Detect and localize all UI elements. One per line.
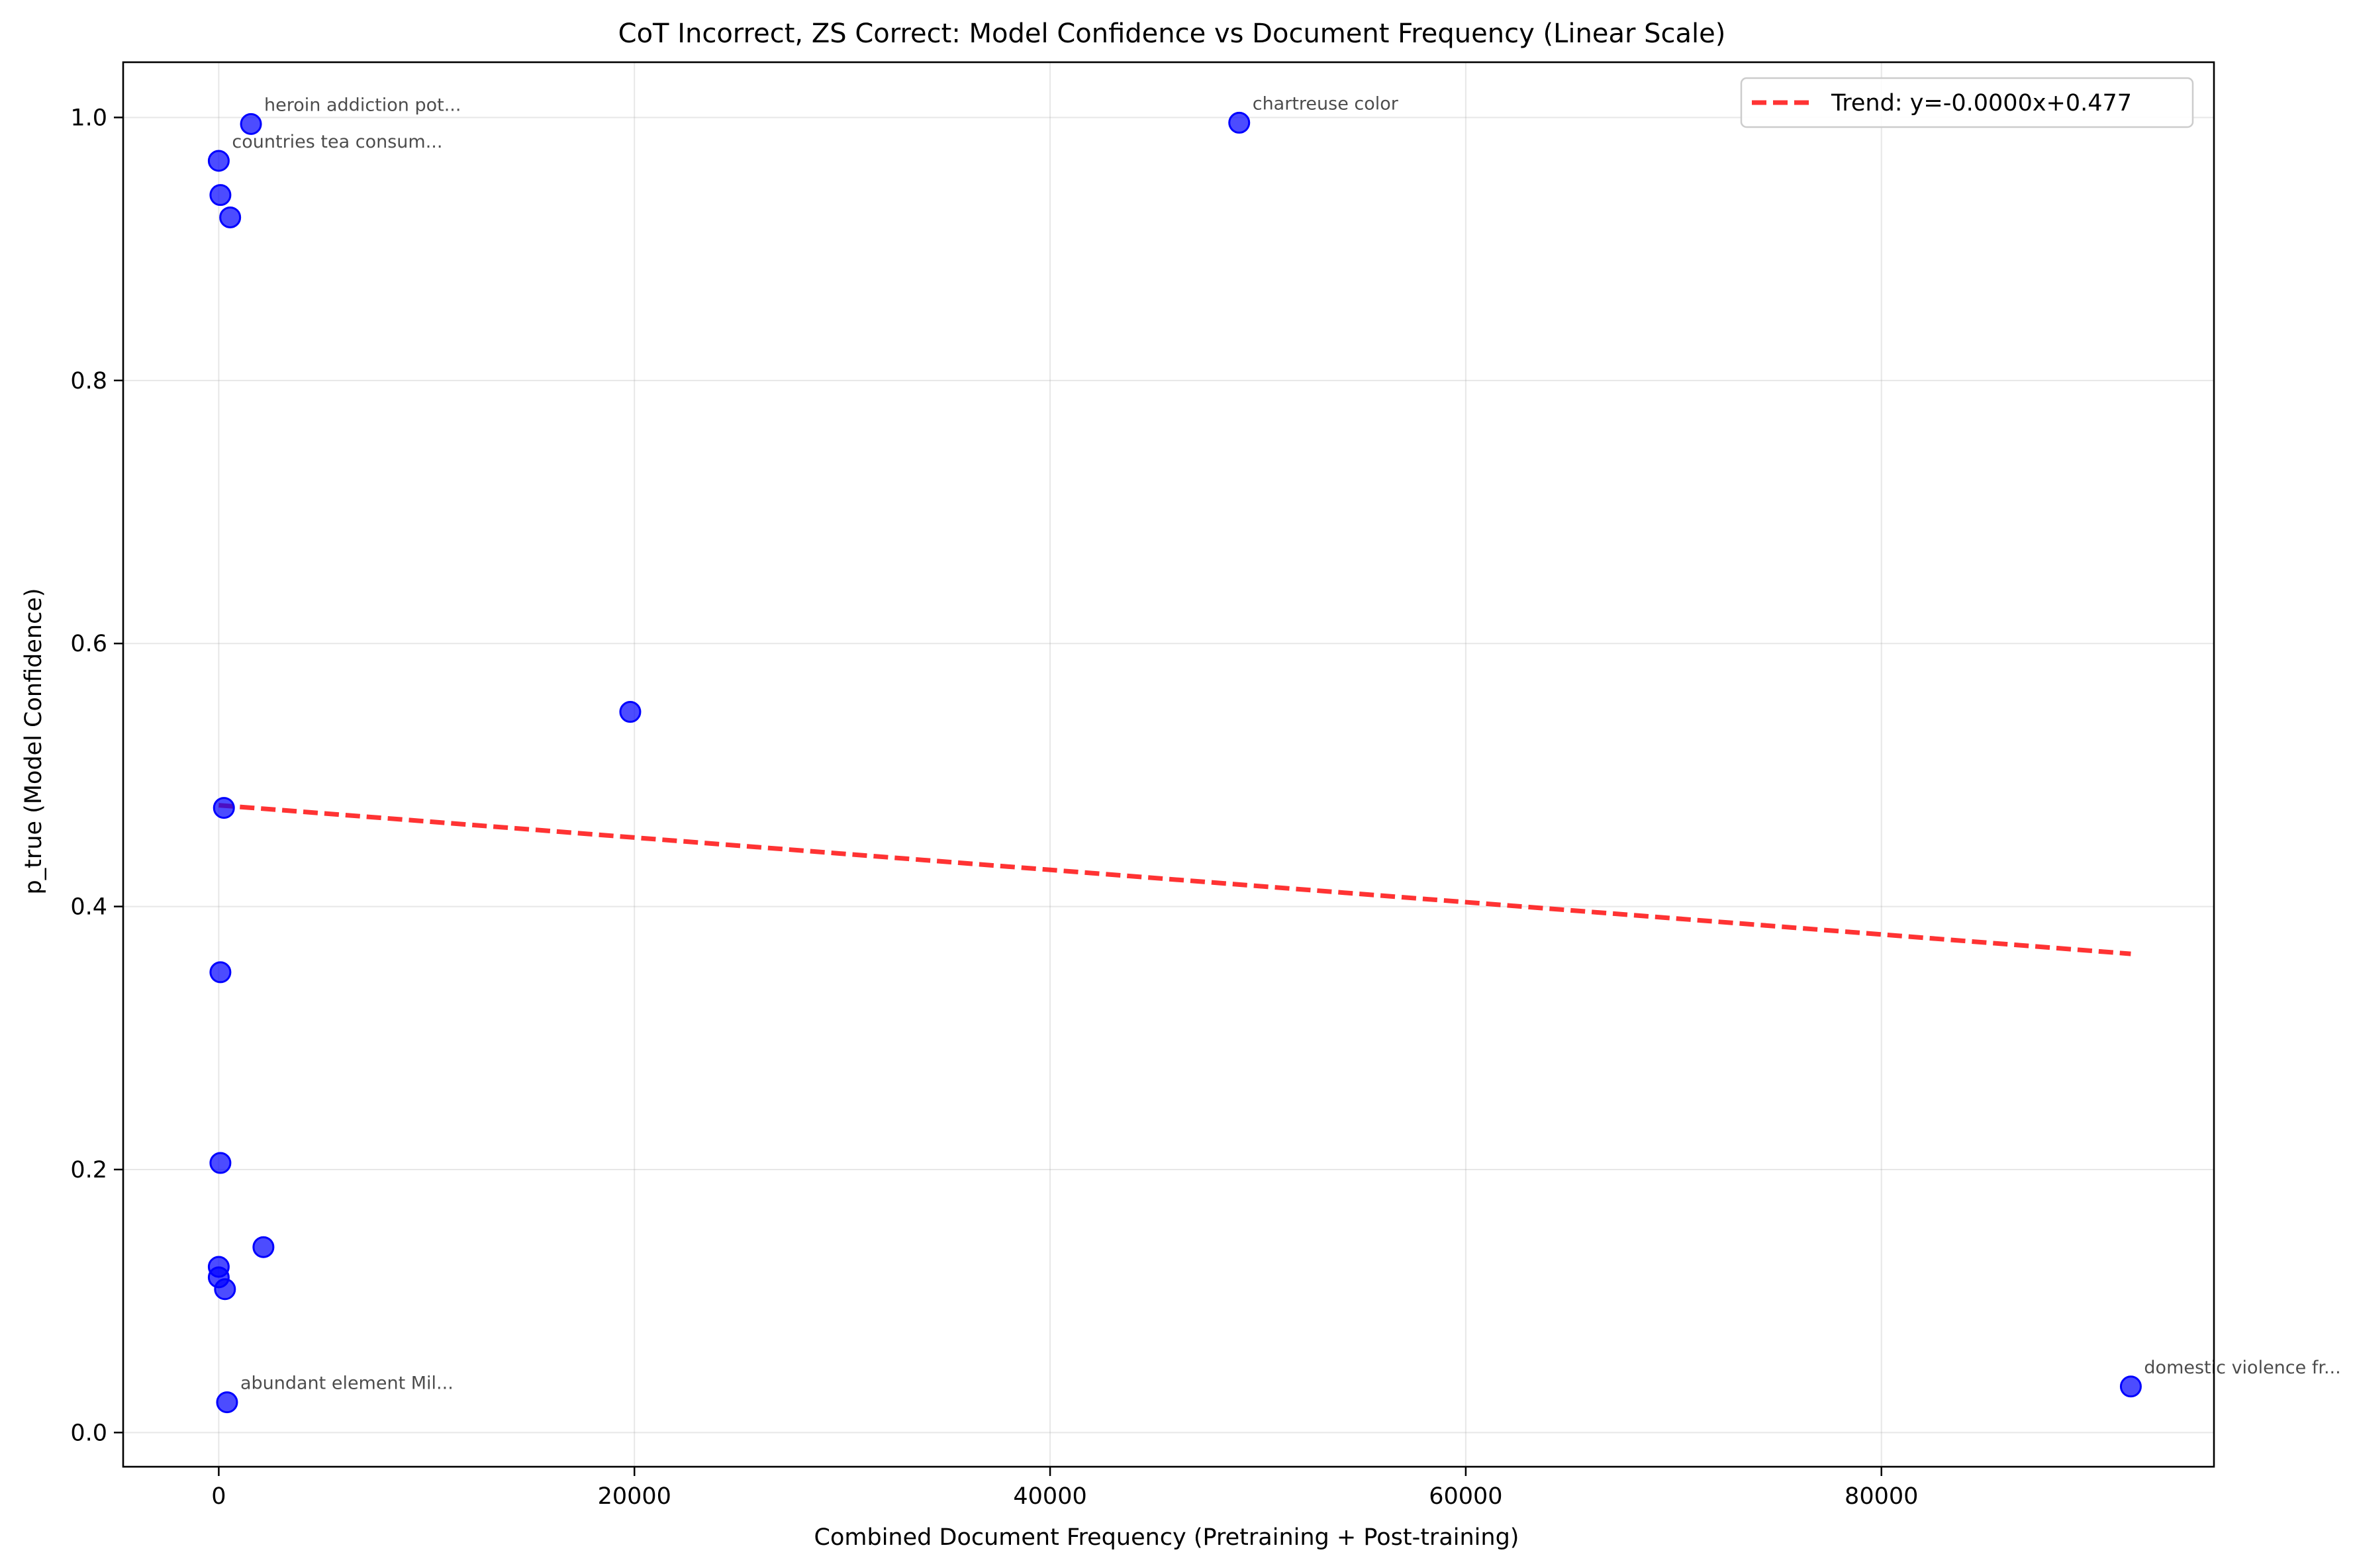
data-point	[209, 961, 232, 984]
data-point	[209, 1152, 232, 1174]
y-tick-label: 0.8	[70, 368, 107, 394]
plot-frame	[122, 61, 2215, 1468]
data-point	[252, 1236, 275, 1258]
y-tick-label: 1.0	[70, 105, 107, 131]
data-point	[213, 797, 235, 819]
trend-line	[218, 803, 2131, 956]
data-point	[2119, 1375, 2142, 1398]
legend-trend-label: Trend: y=-0.0000x+0.477	[1831, 90, 2132, 116]
data-point	[240, 113, 262, 135]
trend-line-layer	[218, 803, 2131, 956]
point-label: countries tea consum...	[232, 132, 442, 152]
point-label: chartreuse color	[1253, 93, 1399, 114]
data-points	[207, 111, 2142, 1414]
legend-box	[1740, 77, 2194, 128]
y-tick-label: 0.0	[70, 1420, 107, 1446]
point-label: abundant element Mil...	[240, 1373, 454, 1394]
y-axis-label: p_true (Model Confidence)	[21, 588, 47, 895]
x-tick-label: 40000	[1013, 1483, 1086, 1510]
axis-ticks: 0 20000 40000 60000 80000 0.0 0.2 0.4 0.6 0.8 1.0	[70, 105, 1918, 1510]
x-tick-label: 0	[211, 1483, 226, 1510]
x-tick-label: 80000	[1845, 1483, 1918, 1510]
y-tick-label: 0.6	[70, 631, 107, 657]
point-label: heroin addiction pot...	[264, 95, 461, 115]
grid	[123, 62, 2214, 1467]
data-point	[619, 701, 642, 723]
x-tick-label: 20000	[598, 1483, 671, 1510]
data-point	[214, 1278, 236, 1301]
legend: Trend: y=-0.0000x+0.477	[1740, 77, 2194, 128]
y-tick-label: 0.2	[70, 1157, 107, 1183]
data-point	[1228, 111, 1251, 134]
data-point	[216, 1391, 238, 1414]
point-label: domestic violence fr...	[2144, 1358, 2340, 1378]
data-point	[207, 150, 230, 172]
point-annotations: heroin addiction pot... chartreuse color c…	[232, 93, 2340, 1393]
x-tick-label: 60000	[1429, 1483, 1502, 1510]
chart-title: CoT Incorrect, ZS Correct: Model Confide…	[618, 19, 1726, 49]
x-axis-label: Combined Document Frequency (Pretraining…	[814, 1524, 1519, 1551]
y-tick-label: 0.4	[70, 894, 107, 921]
data-point	[219, 206, 242, 228]
data-point	[209, 184, 232, 207]
